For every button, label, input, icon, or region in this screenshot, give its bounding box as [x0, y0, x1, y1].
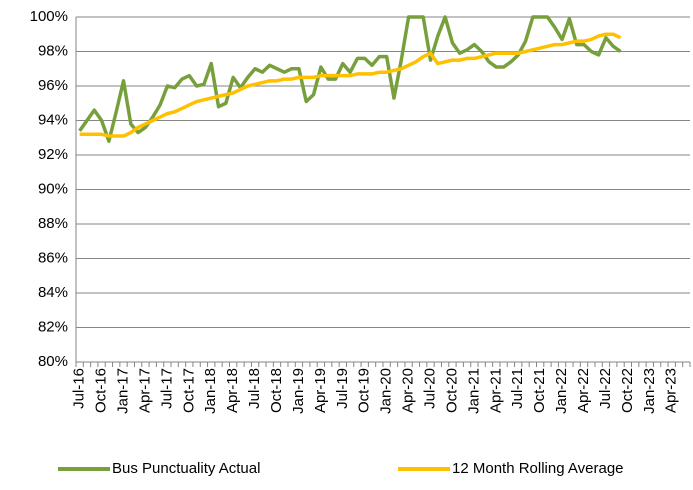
x-tick-label: Oct-19 — [356, 368, 373, 413]
x-tick-label: Apr-18 — [224, 368, 241, 413]
x-tick-label: Jul-16 — [71, 368, 88, 409]
x-tick-label: Jul-21 — [509, 368, 526, 409]
y-tick-label: 88% — [38, 215, 68, 232]
y-tick-label: 84% — [38, 284, 68, 301]
x-tick-label: Oct-21 — [531, 368, 548, 413]
x-tick-label: Jul-17 — [158, 368, 175, 409]
x-tick-label: Oct-22 — [619, 368, 636, 413]
x-tick-label: Apr-22 — [575, 368, 592, 413]
x-tick-label: Apr-23 — [663, 368, 680, 413]
y-tick-label: 94% — [38, 111, 68, 128]
x-tick-label: Apr-17 — [136, 368, 153, 413]
x-tick-label: Jan-23 — [641, 368, 658, 414]
y-tick-label: 86% — [38, 249, 68, 266]
y-tick-label: 100% — [30, 8, 68, 25]
x-tick-label: Oct-16 — [93, 368, 110, 413]
x-tick-label: Jan-18 — [202, 368, 219, 414]
x-tick-label: Jan-22 — [553, 368, 570, 414]
x-tick-label: Oct-20 — [443, 368, 460, 413]
y-tick-label: 90% — [38, 180, 68, 197]
y-tick-label: 82% — [38, 318, 68, 335]
y-tick-label: 98% — [38, 42, 68, 59]
x-tick-label: Jul-19 — [334, 368, 351, 409]
x-tick-label: Jul-18 — [246, 368, 263, 409]
y-tick-label: 96% — [38, 77, 68, 94]
legend-label: Bus Punctuality Actual — [112, 460, 260, 477]
series-line — [79, 32, 622, 138]
series-line — [78, 15, 622, 143]
x-tick-label: Jan-19 — [290, 368, 307, 414]
x-tick-label: Jan-17 — [114, 368, 131, 414]
y-tick-label: 92% — [38, 146, 68, 163]
x-tick-label: Apr-21 — [487, 368, 504, 413]
x-tick-label: Jan-20 — [378, 368, 395, 414]
x-tick-label: Apr-19 — [312, 368, 329, 413]
x-tick-label: Jul-22 — [597, 368, 614, 409]
x-tick-label: Oct-17 — [180, 368, 197, 413]
x-tick-label: Apr-20 — [400, 368, 417, 413]
x-tick-label: Jul-20 — [421, 368, 438, 409]
y-tick-label: 80% — [38, 353, 68, 370]
x-tick-label: Jan-21 — [465, 368, 482, 414]
x-tick-label: Oct-18 — [268, 368, 285, 413]
legend-label: 12 Month Rolling Average — [452, 460, 624, 477]
